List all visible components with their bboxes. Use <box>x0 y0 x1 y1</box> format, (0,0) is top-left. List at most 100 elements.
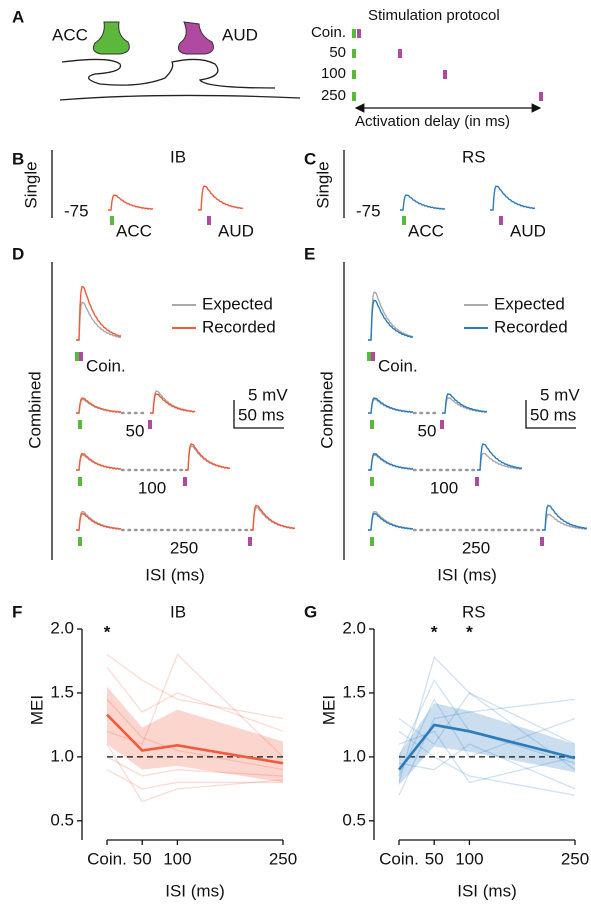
cell-line <box>398 692 576 771</box>
recorded-trace <box>368 299 414 341</box>
recorded-trace <box>76 452 122 471</box>
aud-stim <box>440 420 444 429</box>
acc-terminal <box>93 21 130 55</box>
protocol-row-label: 100 <box>321 65 346 82</box>
delay-label: 50 <box>418 421 437 440</box>
scale-time: 50 ms <box>530 405 576 424</box>
aud-terminal <box>178 21 214 55</box>
recorded-trace <box>477 443 523 471</box>
cell-line <box>106 756 284 777</box>
cell-line <box>398 730 576 796</box>
y-tick-label: 1.0 <box>342 746 366 765</box>
x-axis-label: ISI (ms) <box>437 565 497 584</box>
y-tick-label: 1.0 <box>50 746 74 765</box>
synapse-label: AUD <box>222 25 258 44</box>
panel-letter: D <box>12 244 24 263</box>
mean-line <box>397 723 576 771</box>
delay-label: 50 <box>126 421 145 440</box>
cell-line <box>106 654 284 720</box>
single-trace <box>198 185 244 211</box>
x-tick-label: Coin. <box>379 849 419 868</box>
aud-stim <box>540 537 544 546</box>
baseline-label: -75 <box>64 201 89 220</box>
aud-stim <box>148 420 152 429</box>
y-axis-label: MEI <box>27 695 46 725</box>
scale-bar <box>233 400 284 429</box>
acc-stim <box>75 352 79 361</box>
legend-label: Expected <box>202 294 273 313</box>
x-tick-label: 100 <box>163 849 191 868</box>
cell-line <box>106 769 283 790</box>
legend-label: Recorded <box>494 317 568 336</box>
stim-label: ACC <box>116 221 152 240</box>
coin-label: Coin. <box>378 356 418 375</box>
aud-stim <box>398 49 402 58</box>
panel-letter: E <box>304 244 315 263</box>
recorded-trace <box>76 512 122 531</box>
recorded-trace <box>185 443 231 471</box>
acc-stim <box>352 92 356 101</box>
panel-letter: A <box>12 7 24 26</box>
recorded-trace <box>442 393 488 414</box>
panel-letter: G <box>304 602 317 621</box>
mean-line <box>106 713 284 765</box>
aud-stim <box>499 216 503 225</box>
x-tick-label: 250 <box>269 849 297 868</box>
expected-trace <box>542 513 587 531</box>
recorded-trace <box>76 397 122 414</box>
acc-stim <box>78 537 82 546</box>
chart-title: RS <box>462 602 486 621</box>
panel-title: IB <box>170 147 186 166</box>
scale-time: 50 ms <box>238 405 284 424</box>
baseline-label: -75 <box>356 201 381 220</box>
synapse-label: ACC <box>52 25 88 44</box>
recorded-trace <box>368 452 414 471</box>
acc-stim <box>78 477 82 486</box>
dendrite-base <box>59 94 301 101</box>
recorded-trace <box>368 397 414 414</box>
aud-stim <box>443 70 447 79</box>
acc-stim <box>110 216 114 225</box>
aud-stim <box>207 216 211 225</box>
acc-stim <box>78 420 82 429</box>
recorded-trace <box>150 393 196 414</box>
legend-label: Expected <box>494 294 565 313</box>
x-tick-label: 100 <box>455 849 483 868</box>
panel-title: RS <box>462 147 486 166</box>
x-tick-label: 50 <box>425 849 444 868</box>
single-trace <box>108 194 154 211</box>
single-trace <box>490 185 536 211</box>
protocol-row-label: 250 <box>321 87 346 104</box>
cell-line <box>398 698 576 796</box>
y-axis-label: MEI <box>319 695 338 725</box>
aud-stim <box>79 352 83 361</box>
aud-stim <box>475 477 479 486</box>
expected-trace <box>76 301 122 341</box>
aud-stim <box>183 477 187 486</box>
cell-line <box>106 743 284 803</box>
panel-letter: F <box>12 602 22 621</box>
cell-line <box>398 678 576 764</box>
panel-letter: C <box>304 149 316 168</box>
cell-line <box>106 653 284 758</box>
cell-line <box>106 666 284 732</box>
acc-stim <box>367 352 371 361</box>
acc-stim <box>402 216 406 225</box>
acc-stim <box>352 49 356 58</box>
x-axis-label: ISI (ms) <box>457 881 517 900</box>
chart-title: IB <box>170 602 186 621</box>
panel-letter: B <box>12 149 24 168</box>
stim-label: AUD <box>510 221 546 240</box>
aud-stim <box>248 537 252 546</box>
error-band <box>107 686 283 783</box>
acc-stim <box>352 70 356 79</box>
recorded-trace <box>76 285 122 341</box>
significance-star: * <box>431 622 438 641</box>
y-tick-label: 2.0 <box>342 618 366 637</box>
delay-label: 250 <box>170 538 198 557</box>
x-tick-label: Coin. <box>87 849 127 868</box>
acc-stim <box>370 420 374 429</box>
legend-label: Recorded <box>202 317 276 336</box>
delay-label: 100 <box>138 478 166 497</box>
